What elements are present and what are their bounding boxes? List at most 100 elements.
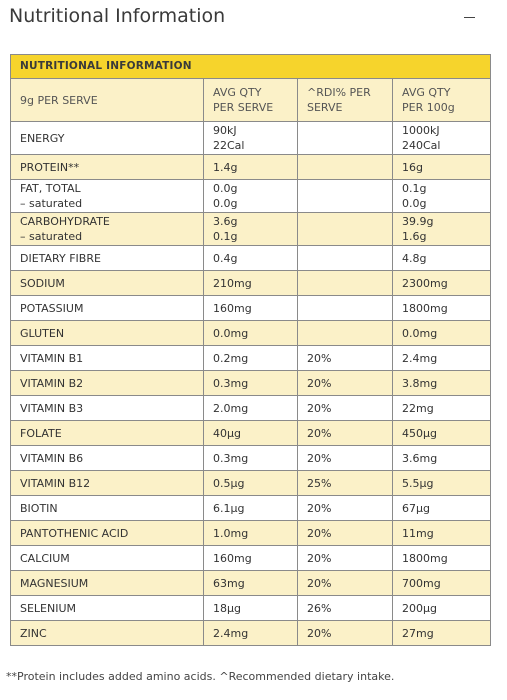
page-title: Nutritional Information xyxy=(9,5,226,27)
collapse-button[interactable] xyxy=(463,7,477,27)
table-row: PANTOTHENIC ACID 1.0mg 20% 11mg xyxy=(10,520,491,546)
table-row: ZINC 2.4mg 20% 27mg xyxy=(10,620,491,646)
per-serve-cell: 6.1µg xyxy=(203,495,298,521)
nutrient-name-cell: BIOTIN xyxy=(10,495,204,521)
per-serve-cell: 2.0mg xyxy=(203,395,298,421)
minus-icon xyxy=(464,17,475,18)
per-serve-cell: 90kJ 22Cal xyxy=(203,121,298,155)
nutrient-name-cell: SODIUM xyxy=(10,270,204,296)
nutrient-name-cell: GLUTEN xyxy=(10,320,204,346)
section-header: Nutritional Information xyxy=(0,0,507,40)
table-row: CALCIUM 160mg 20% 1800mg xyxy=(10,545,491,571)
per-serve-cell: 160mg xyxy=(203,295,298,321)
rdi-cell: 20% xyxy=(297,520,393,546)
rdi-cell: 20% xyxy=(297,395,393,421)
nutrient-name-cell: FOLATE xyxy=(10,420,204,446)
rdi-cell: 20% xyxy=(297,495,393,521)
table-banner: NUTRITIONAL INFORMATION xyxy=(10,54,491,79)
per-serve-cell: 2.4mg xyxy=(203,620,298,646)
rdi-cell: 20% xyxy=(297,545,393,571)
column-header: AVG QTY PER 100g xyxy=(392,78,491,122)
rdi-cell: 20% xyxy=(297,445,393,471)
per-serve-cell: 18µg xyxy=(203,595,298,621)
table-row: CARBOHYDRATE – saturated 3.6g 0.1g 39.9g 1… xyxy=(10,212,491,246)
rdi-cell: 25% xyxy=(297,470,393,496)
rdi-cell xyxy=(297,212,393,246)
per-100g-cell: 200µg xyxy=(392,595,491,621)
table-row: FOLATE 40µg 20% 450µg xyxy=(10,420,491,446)
per-serve-cell: 0.3mg xyxy=(203,370,298,396)
nutrient-name-cell: VITAMIN B1 xyxy=(10,345,204,371)
per-serve-cell: 0.2mg xyxy=(203,345,298,371)
per-serve-cell: 1.4g xyxy=(203,154,298,180)
column-header: AVG QTY PER SERVE xyxy=(203,78,298,122)
nutrient-name-cell: PROTEIN** xyxy=(10,154,204,180)
per-100g-cell: 1800mg xyxy=(392,295,491,321)
table-row: VITAMIN B1 0.2mg 20% 2.4mg xyxy=(10,345,491,371)
rdi-cell xyxy=(297,295,393,321)
table-header-row: 9g PER SERVE AVG QTY PER SERVE ^RDI% PER… xyxy=(10,78,491,122)
nutrient-name-cell: VITAMIN B3 xyxy=(10,395,204,421)
table-row: SELENIUM 18µg 26% 200µg xyxy=(10,595,491,621)
nutrient-name-cell: ZINC xyxy=(10,620,204,646)
rdi-cell xyxy=(297,121,393,155)
nutrient-name-cell: PANTOTHENIC ACID xyxy=(10,520,204,546)
rdi-cell: 20% xyxy=(297,570,393,596)
rdi-cell: 20% xyxy=(297,620,393,646)
column-header: ^RDI% PER SERVE xyxy=(297,78,393,122)
column-header: 9g PER SERVE xyxy=(10,78,204,122)
nutrient-name-cell: VITAMIN B2 xyxy=(10,370,204,396)
footnote: **Protein includes added amino acids. ^R… xyxy=(6,670,395,683)
per-serve-cell: 63mg xyxy=(203,570,298,596)
rdi-cell xyxy=(297,270,393,296)
per-100g-cell: 3.8mg xyxy=(392,370,491,396)
table-row: SODIUM 210mg 2300mg xyxy=(10,270,491,296)
per-serve-cell: 40µg xyxy=(203,420,298,446)
per-100g-cell: 0.0mg xyxy=(392,320,491,346)
per-100g-cell: 27mg xyxy=(392,620,491,646)
table-row: BIOTIN 6.1µg 20% 67µg xyxy=(10,495,491,521)
per-serve-cell: 0.0mg xyxy=(203,320,298,346)
per-100g-cell: 39.9g 1.6g xyxy=(392,212,491,246)
table-row: VITAMIN B2 0.3mg 20% 3.8mg xyxy=(10,370,491,396)
table-row: VITAMIN B12 0.5µg 25% 5.5µg xyxy=(10,470,491,496)
per-serve-cell: 210mg xyxy=(203,270,298,296)
table-row: POTASSIUM 160mg 1800mg xyxy=(10,295,491,321)
per-100g-cell: 5.5µg xyxy=(392,470,491,496)
table-row: GLUTEN 0.0mg 0.0mg xyxy=(10,320,491,346)
per-serve-cell: 0.3mg xyxy=(203,445,298,471)
per-100g-cell: 2.4mg xyxy=(392,345,491,371)
rdi-cell: 26% xyxy=(297,595,393,621)
per-100g-cell: 450µg xyxy=(392,420,491,446)
per-100g-cell: 1800mg xyxy=(392,545,491,571)
per-serve-cell: 1.0mg xyxy=(203,520,298,546)
nutrient-name-cell: FAT, TOTAL – saturated xyxy=(10,179,204,213)
table-row: MAGNESIUM 63mg 20% 700mg xyxy=(10,570,491,596)
per-100g-cell: 11mg xyxy=(392,520,491,546)
rdi-cell xyxy=(297,154,393,180)
table-row: VITAMIN B6 0.3mg 20% 3.6mg xyxy=(10,445,491,471)
table-row: VITAMIN B3 2.0mg 20% 22mg xyxy=(10,395,491,421)
nutrition-table: NUTRITIONAL INFORMATION 9g PER SERVE AVG… xyxy=(10,54,491,646)
per-100g-cell: 16g xyxy=(392,154,491,180)
nutrient-name-cell: ENERGY xyxy=(10,121,204,155)
table-row: FAT, TOTAL – saturated 0.0g 0.0g 0.1g 0.0g xyxy=(10,179,491,213)
table-row: PROTEIN** 1.4g 16g xyxy=(10,154,491,180)
table-row: DIETARY FIBRE 0.4g 4.8g xyxy=(10,245,491,271)
per-serve-cell: 0.0g 0.0g xyxy=(203,179,298,213)
rdi-cell xyxy=(297,320,393,346)
per-100g-cell: 700mg xyxy=(392,570,491,596)
nutrient-name-cell: DIETARY FIBRE xyxy=(10,245,204,271)
per-serve-cell: 0.5µg xyxy=(203,470,298,496)
per-100g-cell: 22mg xyxy=(392,395,491,421)
table-row: ENERGY 90kJ 22Cal 1000kJ 240Cal xyxy=(10,121,491,155)
nutrient-name-cell: VITAMIN B6 xyxy=(10,445,204,471)
rdi-cell xyxy=(297,245,393,271)
per-serve-cell: 160mg xyxy=(203,545,298,571)
per-100g-cell: 67µg xyxy=(392,495,491,521)
nutrient-name-cell: POTASSIUM xyxy=(10,295,204,321)
per-100g-cell: 3.6mg xyxy=(392,445,491,471)
rdi-cell: 20% xyxy=(297,345,393,371)
rdi-cell xyxy=(297,179,393,213)
nutrient-name-cell: VITAMIN B12 xyxy=(10,470,204,496)
